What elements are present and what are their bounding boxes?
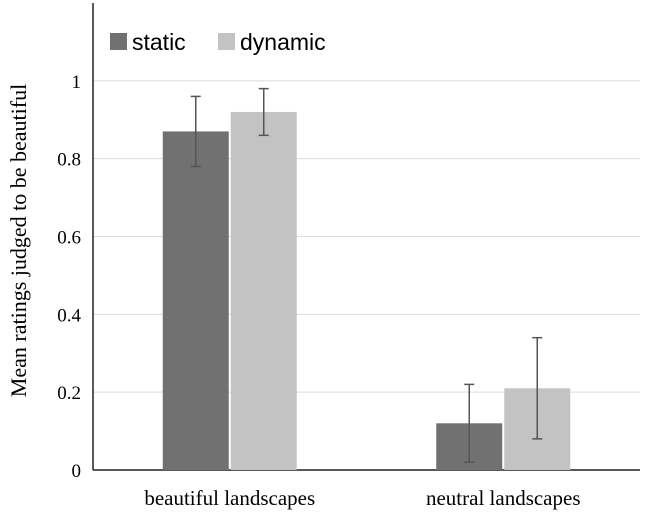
y-tick-label: 1 bbox=[72, 72, 82, 93]
bar-dynamic bbox=[230, 111, 297, 470]
legend-swatch-static bbox=[110, 33, 127, 50]
y-tick-label: 0.8 bbox=[57, 150, 81, 171]
error-bars bbox=[190, 87, 543, 463]
x-category-label: beautiful landscapes bbox=[144, 486, 315, 510]
y-axis-title: Mean ratings judged to be beautiful bbox=[6, 84, 31, 397]
x-category-label: neutral landscapes bbox=[426, 486, 581, 510]
legend-label-static: static bbox=[132, 29, 186, 55]
labels: 0 0.2 0.4 0.6 0.8 1 beautiful landscapes neutra… bbox=[6, 72, 581, 510]
bars bbox=[162, 111, 571, 471]
bar-static bbox=[162, 131, 229, 471]
y-tick-label: 0.2 bbox=[57, 383, 81, 404]
y-tick-label: 0.4 bbox=[57, 305, 81, 326]
legend-swatch-dynamic bbox=[218, 33, 235, 50]
legend: static dynamic bbox=[110, 29, 326, 55]
y-tick-label: 0.6 bbox=[57, 228, 81, 249]
legend-label-dynamic: dynamic bbox=[240, 29, 326, 55]
y-tick-label: 0 bbox=[72, 461, 82, 482]
